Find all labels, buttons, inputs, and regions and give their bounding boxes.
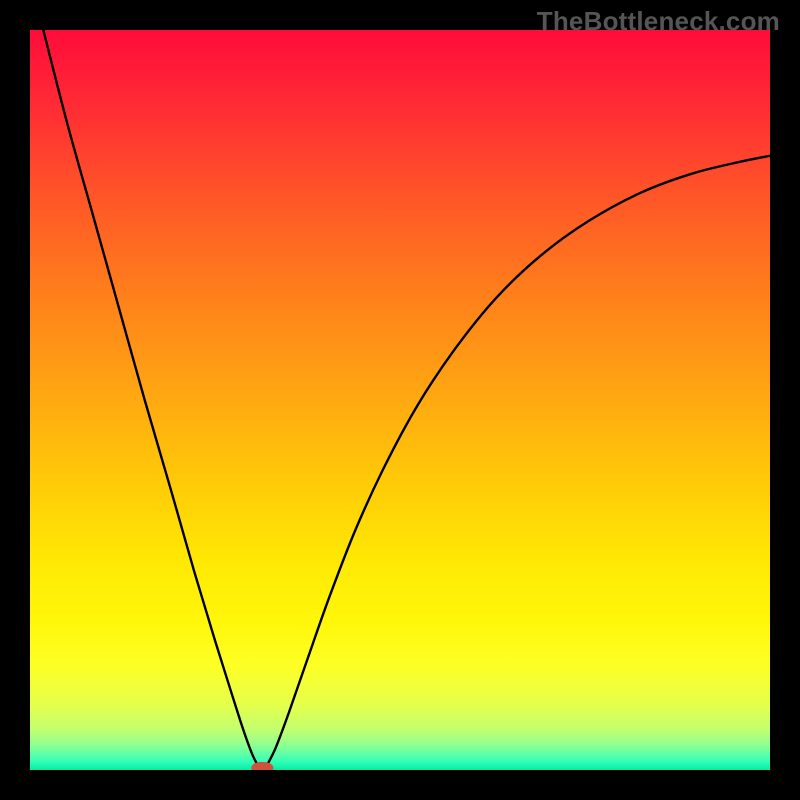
gradient-background bbox=[30, 30, 770, 770]
watermark-text: TheBottleneck.com bbox=[537, 6, 780, 37]
bottleneck-chart bbox=[0, 0, 800, 800]
